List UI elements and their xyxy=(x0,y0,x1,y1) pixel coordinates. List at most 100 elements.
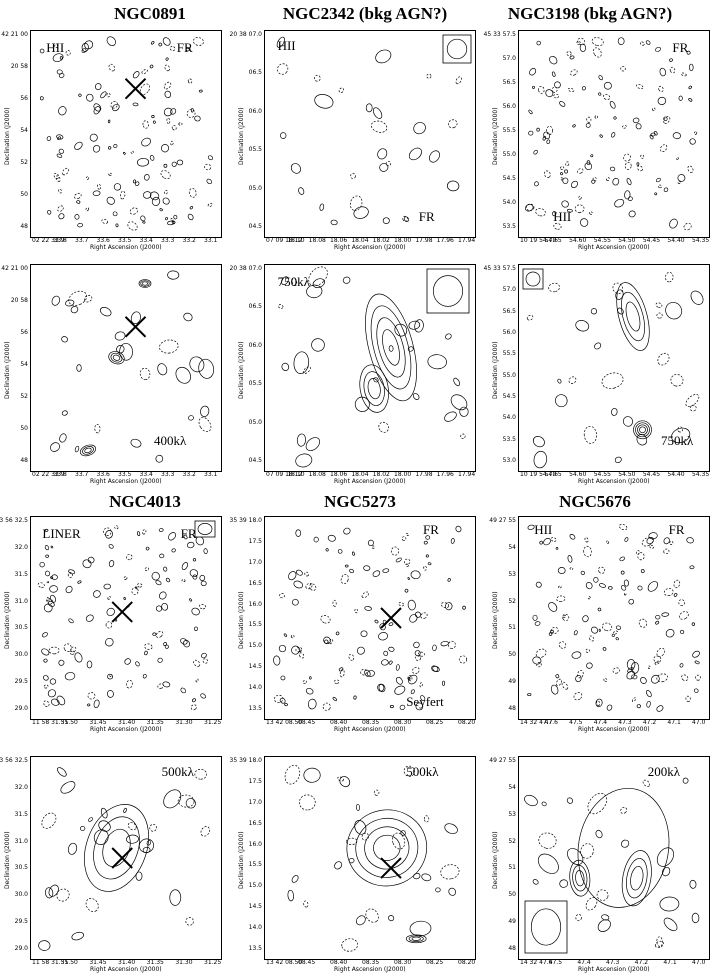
x-tick-label: 33.1 xyxy=(204,471,218,478)
noise-contour xyxy=(126,554,133,561)
noise-contour xyxy=(535,581,542,588)
source-contour xyxy=(112,354,121,361)
noise-contour xyxy=(107,119,111,124)
noise-contour xyxy=(446,180,460,192)
noise-contour xyxy=(409,614,418,623)
noise-contour xyxy=(403,765,415,777)
noise-contour xyxy=(323,636,331,645)
noise-contour xyxy=(528,130,534,136)
x-axis-label: Right Ascension (J2000) xyxy=(578,726,650,733)
beam-box xyxy=(442,34,472,64)
source-contour xyxy=(355,817,419,878)
y-tick-label: 15.0 xyxy=(248,642,262,650)
noise-contour xyxy=(374,619,379,624)
y-tick-label: 06.0 xyxy=(248,341,262,349)
y-tick-label: 45 33 57.5 xyxy=(483,31,516,38)
x-tick-label: 31.30 xyxy=(175,959,193,966)
noise-contour xyxy=(144,567,149,571)
y-tick-label: 45 33 57.5 xyxy=(483,265,516,272)
noise-contour xyxy=(106,196,115,205)
noise-contour xyxy=(575,914,582,922)
noise-contour xyxy=(620,585,627,591)
noise-contour xyxy=(538,832,557,849)
noise-contour xyxy=(81,42,89,52)
y-tick-label: 55.0 xyxy=(502,151,516,158)
noise-contour xyxy=(349,568,354,574)
noise-contour xyxy=(682,777,689,784)
noise-contour xyxy=(627,667,634,673)
noise-contour xyxy=(619,556,625,562)
noise-contour xyxy=(39,561,45,568)
noise-contour xyxy=(534,621,541,626)
noise-contour xyxy=(529,68,537,76)
contour-map xyxy=(39,36,214,231)
noise-contour xyxy=(304,571,309,577)
noise-contour xyxy=(74,445,80,453)
panel-title-5: NGC5273 xyxy=(324,492,396,511)
noise-contour xyxy=(377,148,388,160)
noise-contour xyxy=(49,585,58,593)
y-tick-label: 56.5 xyxy=(502,79,516,86)
noise-contour xyxy=(342,276,351,284)
noise-contour xyxy=(392,832,406,850)
x-tick-label: 54.50 xyxy=(618,237,636,244)
noise-contour xyxy=(325,548,329,552)
noise-contour xyxy=(123,576,128,580)
noise-contour xyxy=(524,794,538,807)
noise-contour xyxy=(656,312,663,319)
noise-contour xyxy=(312,278,325,288)
source-contour xyxy=(569,859,591,897)
source-contour xyxy=(639,426,646,434)
noise-contour xyxy=(586,116,592,123)
noise-contour xyxy=(58,73,65,78)
noise-contour xyxy=(585,648,590,653)
beam-ellipse xyxy=(525,271,541,287)
x-tick-label: 54.65 xyxy=(544,237,562,244)
y-axis-label: Declination (J2000) xyxy=(4,831,11,889)
y-tick-label: 54.0 xyxy=(502,199,516,206)
y-tick-label: 55.5 xyxy=(502,350,516,358)
noise-contour xyxy=(679,611,689,620)
x-tick-label: 31.50 xyxy=(60,719,78,726)
noise-contour xyxy=(332,599,337,607)
noise-contour xyxy=(115,223,119,228)
noise-contour xyxy=(383,650,389,656)
noise-contour xyxy=(159,591,167,600)
noise-contour xyxy=(77,580,82,584)
noise-contour xyxy=(164,90,172,98)
noise-contour xyxy=(351,551,355,556)
noise-contour xyxy=(655,302,663,308)
noise-contour xyxy=(190,704,197,711)
noise-contour xyxy=(598,583,606,588)
noise-contour xyxy=(320,615,331,624)
x-tick-label: 33.4 xyxy=(139,471,153,478)
noise-contour xyxy=(348,653,355,661)
noise-contour xyxy=(74,141,83,150)
noise-contour xyxy=(55,175,61,182)
noise-contour xyxy=(659,896,680,912)
contour-map xyxy=(527,523,701,712)
noise-contour xyxy=(646,700,651,708)
y-tick-label: 54.5 xyxy=(502,393,516,400)
panel-label: 750kλ xyxy=(277,274,310,290)
panel-label: HII xyxy=(46,40,65,56)
contour-map xyxy=(276,34,472,226)
noise-contour xyxy=(535,208,546,217)
noise-contour xyxy=(636,434,648,446)
noise-contour xyxy=(372,570,381,577)
noise-contour xyxy=(681,674,689,682)
noise-contour xyxy=(543,131,551,140)
noise-contour xyxy=(87,692,96,700)
noise-contour xyxy=(296,433,307,447)
y-tick-label: 52 xyxy=(20,159,28,166)
noise-contour xyxy=(43,675,49,681)
noise-contour xyxy=(641,537,654,547)
y-axis-label: Declination (J2000) xyxy=(238,591,245,649)
noise-contour xyxy=(53,172,60,179)
noise-contour xyxy=(58,106,67,116)
noise-contour xyxy=(445,602,453,611)
noise-contour xyxy=(305,437,321,452)
x-tick-label: 11 58 31.55 xyxy=(32,959,69,966)
noise-contour xyxy=(367,539,374,546)
noise-contour xyxy=(693,131,698,135)
